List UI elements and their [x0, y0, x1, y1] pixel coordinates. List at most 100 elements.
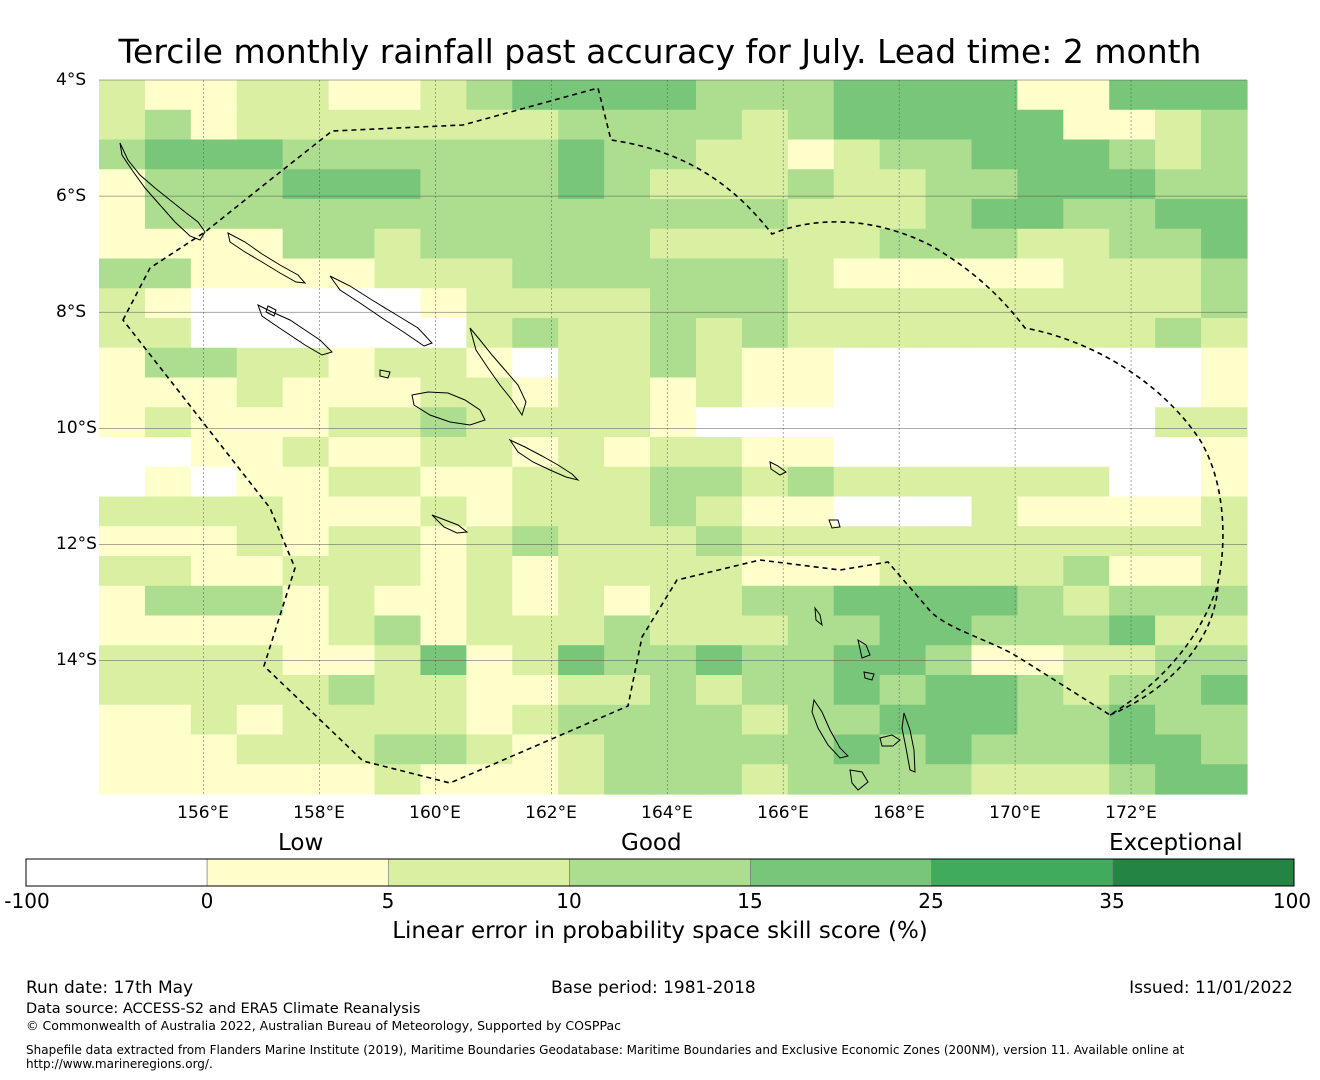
grid-cell	[466, 585, 513, 617]
grid-cell	[190, 139, 238, 170]
grid-cell	[1109, 80, 1156, 111]
grid-cell	[741, 80, 789, 111]
grid-cell	[650, 109, 697, 141]
grid-cell	[466, 734, 513, 765]
grid-cell	[1109, 288, 1156, 319]
grid-cell	[925, 466, 973, 498]
grid-cell	[420, 169, 467, 200]
grid-cell	[190, 169, 238, 200]
grid-cell	[925, 228, 973, 260]
colorbar-segment	[569, 858, 751, 887]
grid-cell	[741, 675, 789, 706]
grid-cell	[374, 109, 422, 141]
lon-label-160e: 160°E	[409, 803, 461, 823]
grid-cell	[144, 615, 192, 646]
colorbar	[25, 858, 1295, 887]
grid-cell	[925, 109, 973, 141]
colorbar-frame	[25, 858, 1295, 887]
grid-cell	[833, 437, 881, 468]
grid-cell	[144, 109, 192, 141]
grid-cell	[236, 80, 284, 111]
grid-cell	[236, 585, 284, 617]
grid-cell	[282, 258, 330, 289]
grid-cell	[466, 80, 513, 111]
grid-cell	[558, 347, 605, 379]
santa-cruz-islands	[769, 461, 787, 476]
grid-cell	[282, 556, 330, 587]
grid-cell	[236, 526, 284, 557]
grid-cell	[695, 734, 743, 765]
grid-cell	[99, 347, 146, 379]
grid-cell	[787, 764, 835, 795]
grid-cell	[99, 526, 146, 557]
grid-cell	[650, 288, 697, 319]
grid-cell	[879, 437, 927, 468]
grid-cell	[695, 675, 743, 706]
grid-cell	[879, 496, 927, 527]
colorbar-label: Linear error in probability space skill …	[392, 918, 928, 944]
grid-cell	[512, 675, 559, 706]
lon-label-172e: 172°E	[1105, 803, 1157, 823]
grid-cell	[236, 615, 284, 646]
grid-cell	[1201, 80, 1248, 111]
grid-cell	[282, 437, 330, 468]
grid-cell	[282, 199, 330, 230]
grid-cell	[374, 734, 422, 765]
grid-cell	[236, 228, 284, 260]
grid-cell	[328, 80, 376, 111]
grid-cell	[604, 675, 651, 706]
grid-cell	[695, 585, 743, 617]
solomon-islands-eez	[122, 87, 1224, 784]
grid-cell	[787, 377, 835, 408]
grid-cell	[741, 199, 789, 230]
grid-cell	[604, 318, 651, 349]
eez-boundaries	[122, 87, 1224, 784]
grid-cell	[833, 109, 881, 141]
grid-cell	[1017, 704, 1064, 736]
grid-cell	[1109, 258, 1156, 289]
grid-cell	[1063, 734, 1110, 765]
grid-cell	[558, 139, 605, 170]
grid-cell	[1155, 169, 1202, 200]
choiseul-island	[227, 232, 307, 284]
grid-cell	[99, 318, 146, 349]
grid-cell	[833, 526, 881, 557]
grid-cell	[925, 288, 973, 319]
grid-cell	[512, 199, 559, 230]
grid-cell	[925, 169, 973, 200]
grid-cell	[328, 199, 376, 230]
grid-cell	[512, 347, 559, 379]
grid-cell	[1201, 407, 1248, 438]
grid-cell	[374, 228, 422, 260]
grid-cell	[741, 556, 789, 587]
grid-cell	[1109, 169, 1156, 200]
grid-cell	[971, 80, 1018, 111]
efate-islands	[849, 769, 869, 791]
grid-cell	[420, 585, 467, 617]
grid-cell	[1155, 526, 1202, 557]
grid-cell	[374, 139, 422, 170]
grid-cell	[144, 704, 192, 736]
grid-cell	[1017, 615, 1064, 646]
grid-cell	[420, 347, 467, 379]
category-low: Low	[278, 830, 324, 856]
grid-cell	[833, 675, 881, 706]
grid-cell	[466, 169, 513, 200]
grid-cell	[879, 466, 927, 498]
grid-cell	[1109, 704, 1156, 736]
grid-cell	[558, 318, 605, 349]
grid-cell	[833, 496, 881, 527]
grid-cell	[604, 407, 651, 438]
grid-cell	[879, 288, 927, 319]
grid-cell	[971, 704, 1018, 736]
grid-cell	[1155, 109, 1202, 141]
grid-cell	[328, 496, 376, 527]
grid-cell	[420, 258, 467, 289]
grid-cell	[236, 407, 284, 438]
grid-cell	[1063, 585, 1110, 617]
grid-cell	[558, 615, 605, 646]
grid-cell	[604, 199, 651, 230]
grid-cell	[190, 675, 238, 706]
grid-cell	[925, 318, 973, 349]
grid-cell	[558, 109, 605, 141]
